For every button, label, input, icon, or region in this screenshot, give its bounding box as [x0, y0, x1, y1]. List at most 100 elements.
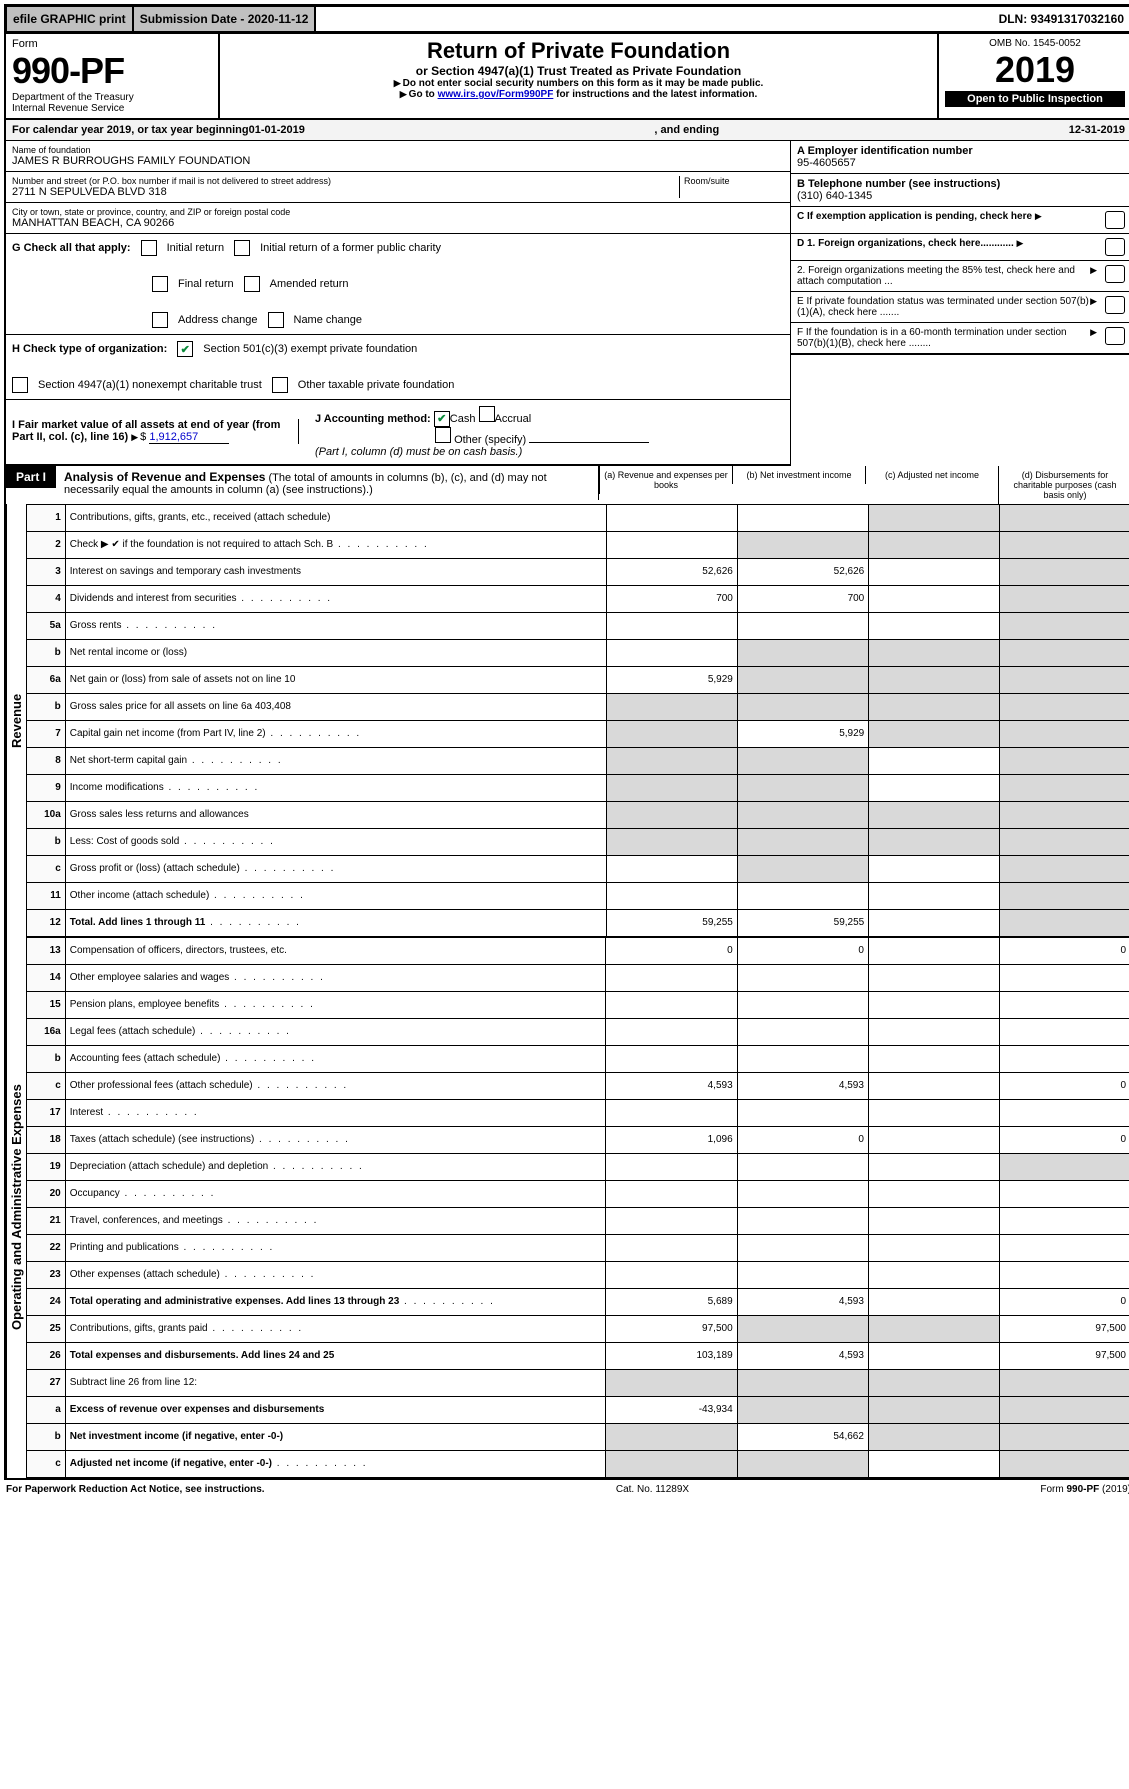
- catalog-no: Cat. No. 11289X: [616, 1484, 689, 1495]
- line-val: [869, 693, 1000, 720]
- line-val: 103,189: [606, 1342, 737, 1369]
- cal-end: 12-31-2019: [1069, 124, 1125, 136]
- line-val: [869, 531, 1000, 558]
- check-accrual[interactable]: [479, 406, 495, 422]
- line-desc: Total operating and administrative expen…: [65, 1288, 606, 1315]
- D2-check[interactable]: [1105, 265, 1125, 283]
- city-box: City or town, state or province, country…: [6, 203, 790, 234]
- table-row: 23Other expenses (attach schedule): [27, 1261, 1129, 1288]
- check-other-tax[interactable]: [272, 377, 288, 393]
- line-val: [869, 666, 1000, 693]
- line-number: c: [27, 855, 66, 882]
- line-number: b: [27, 1045, 66, 1072]
- line-val: [1000, 666, 1129, 693]
- efile-button[interactable]: efile GRAPHIC print: [7, 7, 134, 31]
- line-val: [606, 693, 737, 720]
- line-number: 14: [27, 964, 66, 991]
- table-row: 2Check ▶ ✔ if the foundation is not requ…: [27, 531, 1129, 558]
- submission-date: Submission Date - 2020-11-12: [134, 7, 317, 31]
- line-val: [737, 1261, 868, 1288]
- table-row: 19Depreciation (attach schedule) and dep…: [27, 1153, 1129, 1180]
- check-cash[interactable]: [434, 411, 450, 427]
- col-d-hdr: (d) Disbursements for charitable purpose…: [998, 466, 1129, 504]
- D2-box: 2. Foreign organizations meeting the 85%…: [791, 261, 1129, 292]
- line-val: [868, 1126, 999, 1153]
- D1-label: D 1. Foreign organizations, check here..…: [797, 238, 1014, 249]
- check-final[interactable]: [152, 276, 168, 292]
- line-number: 21: [27, 1207, 66, 1234]
- check-name-change[interactable]: [268, 312, 284, 328]
- line-val: [869, 585, 1000, 612]
- table-row: 5aGross rents: [27, 612, 1129, 639]
- line-desc: Income modifications: [65, 774, 606, 801]
- line-val: 4,593: [606, 1072, 737, 1099]
- revenue-table: 1Contributions, gifts, grants, etc., rec…: [26, 504, 1129, 937]
- fmv-value[interactable]: 1,912,657: [149, 431, 229, 444]
- line-number: 2: [27, 531, 66, 558]
- line-number: 11: [27, 882, 66, 909]
- instruction-2-post: for instructions and the latest informat…: [553, 89, 757, 100]
- line-val: 97,500: [999, 1342, 1129, 1369]
- check-amended[interactable]: [244, 276, 260, 292]
- line-val: [999, 1369, 1129, 1396]
- line-val: [737, 1045, 868, 1072]
- line-val: [999, 1180, 1129, 1207]
- C-check[interactable]: [1105, 211, 1125, 229]
- line-val: 0: [606, 937, 737, 964]
- lbl-other-tax: Other taxable private foundation: [298, 379, 455, 391]
- line-val: [999, 1099, 1129, 1126]
- lbl-initial: Initial return: [167, 242, 224, 254]
- C-box: C If exemption application is pending, c…: [791, 207, 1129, 234]
- omb-number: OMB No. 1545-0052: [945, 38, 1125, 49]
- line-val: [1000, 531, 1129, 558]
- check-initial[interactable]: [141, 240, 157, 256]
- line-number: 17: [27, 1099, 66, 1126]
- lbl-other: Other (specify): [454, 434, 526, 446]
- B-label: B Telephone number (see instructions): [797, 178, 1125, 190]
- line-desc: Excess of revenue over expenses and disb…: [65, 1396, 606, 1423]
- line-val: [737, 666, 868, 693]
- line-val: 0: [737, 937, 868, 964]
- table-row: 17Interest: [27, 1099, 1129, 1126]
- year-block: OMB No. 1545-0052 2019 Open to Public In…: [937, 34, 1129, 118]
- city-label: City or town, state or province, country…: [12, 207, 784, 217]
- I-J-row: I Fair market value of all assets at end…: [6, 400, 790, 466]
- line-number: 8: [27, 747, 66, 774]
- line-val: [999, 1396, 1129, 1423]
- F-check[interactable]: [1105, 327, 1125, 345]
- form-id-block: Form 990-PF Department of the Treasury I…: [6, 34, 220, 118]
- line-desc: Subtract line 26 from line 12:: [65, 1369, 606, 1396]
- line-val: [1000, 801, 1129, 828]
- line-number: 9: [27, 774, 66, 801]
- line-val: [999, 1153, 1129, 1180]
- D1-check[interactable]: [1105, 238, 1125, 256]
- line-number: a: [27, 1396, 66, 1423]
- form-990pf: Form 990-PF Department of the Treasury I…: [4, 34, 1129, 1480]
- line-desc: Adjusted net income (if negative, enter …: [65, 1450, 606, 1477]
- line-val: [606, 828, 737, 855]
- table-row: cOther professional fees (attach schedul…: [27, 1072, 1129, 1099]
- table-row: 18Taxes (attach schedule) (see instructi…: [27, 1126, 1129, 1153]
- line-val: [869, 882, 1000, 909]
- phone: (310) 640-1345: [797, 190, 1125, 202]
- irs-link[interactable]: www.irs.gov/Form990PF: [438, 89, 554, 100]
- check-501c3[interactable]: [177, 341, 193, 357]
- table-row: 8Net short-term capital gain: [27, 747, 1129, 774]
- line-val: [999, 991, 1129, 1018]
- J-note: (Part I, column (d) must be on cash basi…: [315, 446, 522, 458]
- check-addr-change[interactable]: [152, 312, 168, 328]
- check-initial-former[interactable]: [234, 240, 250, 256]
- line-desc: Contributions, gifts, grants, etc., rece…: [65, 504, 606, 531]
- line-val: [737, 1153, 868, 1180]
- pra-notice: For Paperwork Reduction Act Notice, see …: [6, 1484, 265, 1495]
- E-check[interactable]: [1105, 296, 1125, 314]
- check-other-method[interactable]: [435, 427, 451, 443]
- line-number: 7: [27, 720, 66, 747]
- line-number: b: [27, 828, 66, 855]
- E-label: E If private foundation status was termi…: [797, 296, 1090, 318]
- line-val: [1000, 882, 1129, 909]
- line-val: [1000, 504, 1129, 531]
- table-row: 1Contributions, gifts, grants, etc., rec…: [27, 504, 1129, 531]
- line-val: [737, 1396, 868, 1423]
- check-4947[interactable]: [12, 377, 28, 393]
